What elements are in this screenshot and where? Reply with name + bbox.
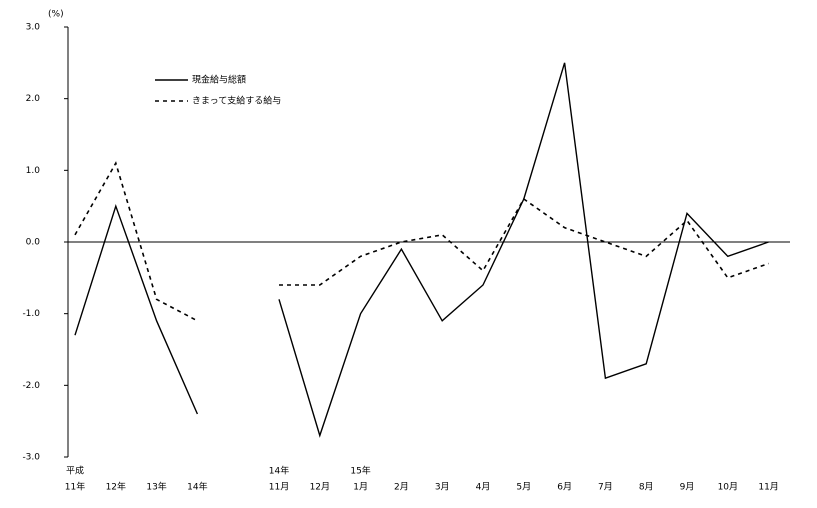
y-tick-label: -1.0 (22, 309, 40, 319)
x-tick-label: 14年 (187, 481, 207, 493)
series-line (279, 197, 769, 286)
series-line (278, 62, 769, 438)
y-tick-label: 2.0 (26, 94, 41, 104)
x-tick-label: 5月 (516, 482, 531, 493)
y-tick-label: 1.0 (26, 166, 41, 176)
x-tick-label: 12月 (310, 482, 330, 493)
y-tick-label: 3.0 (26, 23, 41, 33)
x-tick-label: 3月 (435, 482, 450, 493)
x-tick-label: 2月 (394, 482, 409, 493)
x-tick-label: 11月 (269, 482, 289, 493)
legend-label: 現金給与総額 (192, 74, 246, 86)
x-tick-label: 11月 (758, 482, 778, 493)
x-tick-label: 13年 (146, 481, 166, 493)
y-tick-label: 0.0 (26, 238, 41, 248)
series-line (74, 203, 199, 415)
x-tick-label: 6月 (557, 482, 572, 493)
y-tick-label: -2.0 (22, 381, 40, 391)
x-tick-prefix: 平成 (66, 465, 84, 477)
x-tick-label: 4月 (476, 482, 491, 493)
x-tick-prefix: 14年 (269, 465, 289, 477)
x-tick-label: 12年 (106, 481, 126, 493)
x-tick-prefix: 15年 (350, 465, 370, 477)
x-tick-label: 1月 (353, 482, 368, 493)
y-tick-label: -3.0 (22, 453, 40, 463)
legend-label: きまって支給する給与 (192, 95, 281, 107)
x-tick-label: 7月 (598, 482, 613, 493)
x-tick-label: 9月 (680, 482, 695, 493)
x-tick-label: 11年 (65, 481, 85, 493)
unit-label: (%) (48, 10, 64, 20)
x-tick-label: 10月 (718, 482, 738, 493)
series-line (74, 161, 198, 322)
x-tick-label: 8月 (639, 482, 654, 493)
